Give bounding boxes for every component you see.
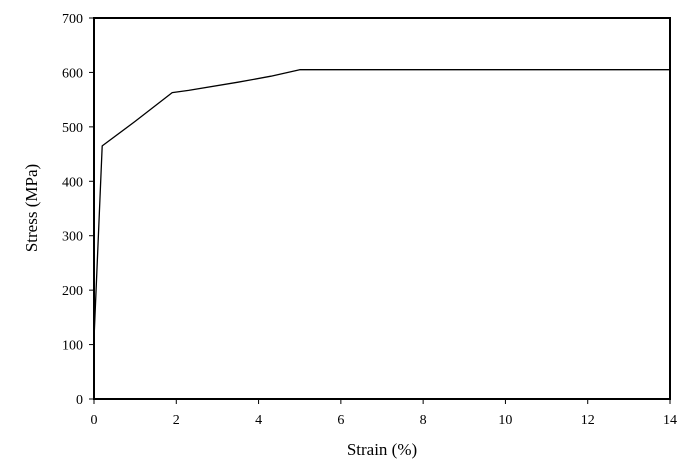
y-tick-label: 700 — [62, 12, 83, 27]
y-axis-label: Stress (MPa) — [22, 164, 41, 252]
y-tick-label: 400 — [62, 175, 83, 190]
y-tick-label: 600 — [62, 66, 83, 81]
x-tick-label: 2 — [173, 413, 180, 428]
y-tick-label: 300 — [62, 230, 83, 245]
x-tick-label: 4 — [255, 413, 262, 428]
x-axis-ticks: 0 2 4 6 8 10 12 14 — [91, 399, 677, 428]
y-axis-ticks: 0 100 200 300 400 500 600 700 — [62, 12, 94, 408]
series-line — [93, 69, 670, 340]
y-tick-label: 500 — [62, 121, 83, 136]
x-tick-label: 6 — [337, 413, 344, 428]
x-axis-label: Strain (%) — [347, 440, 417, 459]
plot-frame — [93, 17, 671, 400]
y-tick-label: 100 — [62, 339, 83, 354]
y-tick-label: 200 — [62, 284, 83, 299]
x-tick-label: 12 — [581, 413, 595, 428]
x-tick-label: 8 — [420, 413, 427, 428]
x-tick-label: 10 — [498, 413, 512, 428]
y-tick-label: 0 — [76, 393, 83, 408]
x-tick-label: 14 — [663, 413, 677, 428]
x-tick-label: 0 — [91, 413, 98, 428]
